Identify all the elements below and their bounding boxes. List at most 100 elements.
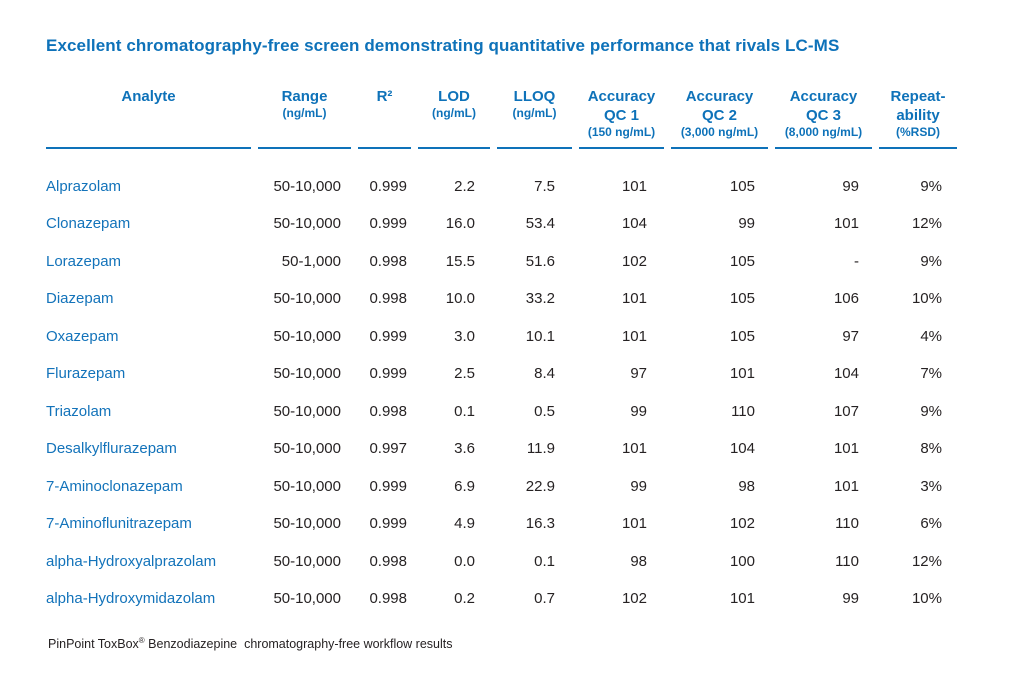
analyte-name: 7-Aminoflunitrazepam [46, 515, 192, 533]
value-cell: 50-10,000 [273, 177, 341, 195]
value-cell: 104 [729, 440, 755, 458]
value-cell: 50-10,000 [273, 515, 341, 533]
value-cell: 12% [911, 215, 942, 233]
value-cell: 4% [920, 327, 942, 345]
value-cell: 12% [911, 552, 942, 570]
value-cell: 10.0 [445, 290, 475, 308]
value-cell: 0.999 [369, 477, 407, 495]
value-cell: 99 [630, 477, 647, 495]
value-cell: 0.5 [534, 402, 555, 420]
caption-text: Benzodiazepine chromatography-free workf… [144, 636, 453, 651]
value-cell: 0.997 [369, 440, 407, 458]
column-header-unit: (ng/mL) [432, 106, 476, 120]
column-header-lod: LOD (ng/mL) [418, 87, 490, 149]
value-cell: 50-10,000 [273, 365, 341, 383]
table-row: Triazolam 50-10,000 0.998 0.1 0.5 99 110 107 9% [46, 393, 957, 431]
value-cell: 0.998 [369, 290, 407, 308]
value-cell: 99 [842, 590, 859, 608]
value-cell: 0.999 [369, 327, 407, 345]
column-header-r²: R² [358, 87, 411, 149]
value-cell: 110 [835, 552, 859, 570]
value-cell: 2.2 [454, 177, 475, 195]
value-cell: 50-10,000 [273, 440, 341, 458]
value-cell: 101 [729, 590, 755, 608]
value-cell: 2.5 [454, 365, 475, 383]
value-cell: 10% [911, 290, 942, 308]
value-cell: 6.9 [454, 477, 475, 495]
value-cell: 3.0 [454, 327, 475, 345]
column-header-unit: (%RSD) [896, 125, 940, 139]
value-cell: 0.1 [534, 552, 555, 570]
analyte-name: Desalkylflurazepam [46, 440, 177, 458]
registered-trademark-symbol: ® [138, 635, 145, 645]
value-cell: 98 [630, 552, 647, 570]
value-cell: 9% [920, 177, 942, 195]
table-row: Diazepam 50-10,000 0.998 10.0 33.2 101 105 106 1… [46, 280, 957, 318]
value-cell: 0.998 [369, 402, 407, 420]
value-cell: 101 [833, 215, 859, 233]
value-cell: 16.0 [445, 215, 475, 233]
value-cell: 0.999 [369, 515, 407, 533]
column-header-label: Accuracy QC 2 [685, 88, 754, 124]
value-cell: 0.998 [369, 252, 407, 270]
value-cell: 101 [621, 440, 647, 458]
analyte-name: 7-Aminoclonazepam [46, 477, 183, 495]
value-cell: 11.9 [526, 440, 555, 458]
value-cell: 8% [920, 440, 942, 458]
value-cell: 50-10,000 [273, 590, 341, 608]
column-header-label: Range [281, 88, 328, 105]
column-header-repeat-ability: Repeat- ability (%RSD) [879, 87, 957, 149]
value-cell: 99 [738, 215, 755, 233]
value-cell: 101 [621, 290, 647, 308]
value-cell: 101 [621, 515, 647, 533]
value-cell: - [854, 252, 859, 270]
value-cell: 0.999 [369, 177, 407, 195]
value-cell: 0.1 [454, 402, 475, 420]
value-cell: 4.9 [454, 515, 475, 533]
value-cell: 3% [920, 477, 942, 495]
value-cell: 102 [621, 252, 647, 270]
table-row: Clonazepam 50-10,000 0.999 16.0 53.4 104 99 101… [46, 205, 957, 243]
value-cell: 104 [833, 365, 859, 383]
value-cell: 0.0 [454, 552, 475, 570]
column-header-analyte: Analyte [46, 87, 251, 149]
table-header: Analyte Range (ng/mL) R² LOD (ng/mL) LLOQ (ng/m… [46, 87, 957, 149]
value-cell: 102 [621, 590, 647, 608]
column-header-accuracy-qc-2: Accuracy QC 2 (3,000 ng/mL) [671, 87, 768, 149]
table-row: Oxazepam 50-10,000 0.999 3.0 10.1 101 105 97 4% [46, 318, 957, 356]
column-header-lloq: LLOQ (ng/mL) [497, 87, 572, 149]
analyte-name: Triazolam [46, 402, 112, 420]
product-name: PinPoint ToxBox [48, 636, 139, 651]
value-cell: 50-10,000 [273, 402, 341, 420]
results-table: Analyte Range (ng/mL) R² LOD (ng/mL) LLOQ (ng/m… [39, 87, 964, 618]
value-cell: 0.7 [534, 590, 555, 608]
value-cell: 50-10,000 [273, 290, 341, 308]
column-header-unit: (3,000 ng/mL) [680, 125, 759, 139]
value-cell: 22.9 [525, 477, 555, 495]
value-cell: 101 [833, 477, 859, 495]
value-cell: 6% [920, 515, 942, 533]
value-cell: 99 [842, 177, 859, 195]
value-cell: 15.5 [445, 252, 475, 270]
value-cell: 10.1 [525, 327, 555, 345]
value-cell: 99 [630, 402, 647, 420]
value-cell: 0.999 [369, 215, 407, 233]
value-cell: 105 [729, 177, 755, 195]
column-header-label: R² [376, 88, 393, 105]
table-row: 7-Aminoflunitrazepam 50-10,000 0.999 4.9 16.… [46, 505, 957, 543]
analyte-name: Lorazepam [46, 252, 122, 270]
value-cell: 97 [842, 327, 859, 345]
value-cell: 105 [729, 290, 755, 308]
value-cell: 97 [630, 365, 647, 383]
column-header-label: LLOQ [513, 88, 556, 105]
value-cell: 107 [833, 402, 859, 420]
value-cell: 50-10,000 [273, 215, 341, 233]
value-cell: 50-10,000 [273, 477, 341, 495]
value-cell: 33.2 [525, 290, 555, 308]
column-header-label: Accuracy QC 1 [587, 88, 656, 124]
value-cell: 101 [621, 177, 647, 195]
table-row: alpha-Hydroxyalprazolam 50-10,000 0.998 0.0… [46, 543, 957, 581]
table-row: Alprazolam 50-10,000 0.999 2.2 7.5 101 105 99 9% [46, 149, 957, 205]
analyte-name: Flurazepam [46, 365, 126, 383]
value-cell: 53.4 [525, 215, 555, 233]
